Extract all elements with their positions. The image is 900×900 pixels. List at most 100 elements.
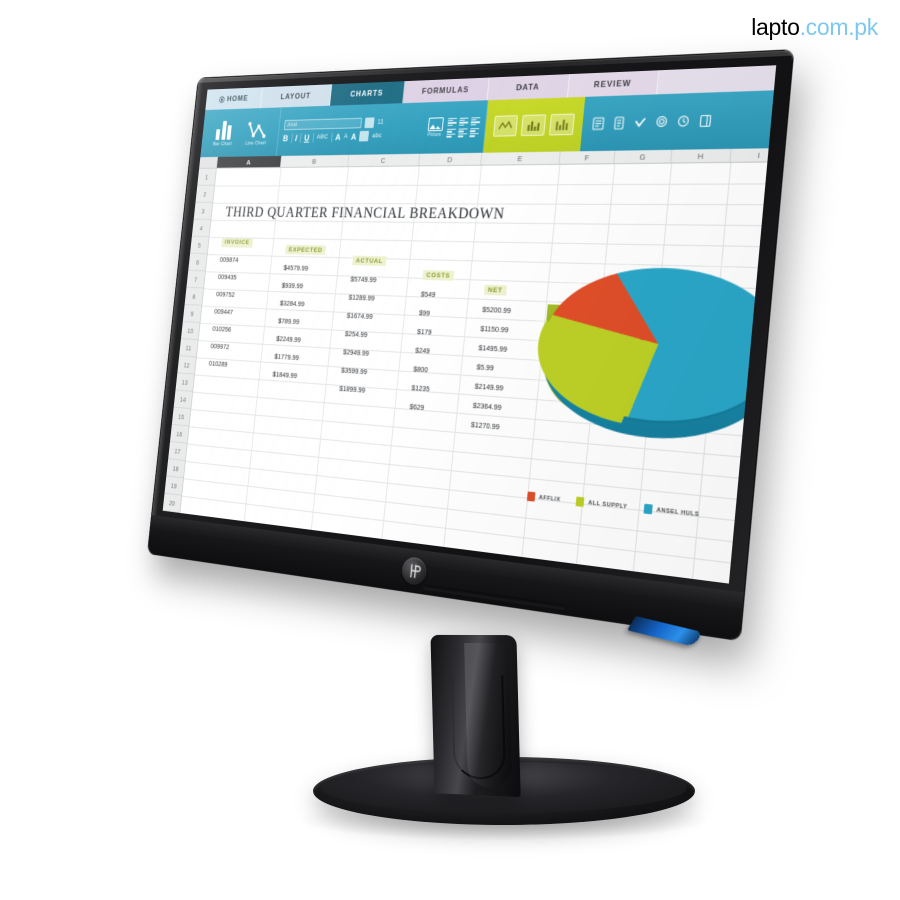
row-header[interactable]: 3 <box>193 202 213 220</box>
column-header-b[interactable]: B <box>280 154 350 167</box>
row-header[interactable]: 9 <box>182 304 202 323</box>
grow-font-button[interactable]: A <box>334 131 342 142</box>
insert-line-chart-button[interactable] <box>492 115 518 137</box>
font-name-input[interactable]: Arial <box>283 117 363 131</box>
row-header[interactable]: 2 <box>195 185 215 203</box>
row-header[interactable]: 14 <box>173 390 193 410</box>
cell-costs[interactable]: $249 <box>414 345 431 355</box>
column-chart-icon <box>526 121 540 131</box>
legend-label: ANSEL HULS <box>656 506 700 518</box>
fill-color-button[interactable] <box>359 130 370 142</box>
cell-net[interactable]: $5200.99 <box>481 304 512 315</box>
row-header[interactable]: 20 <box>162 493 182 514</box>
grid-cells[interactable]: THIRD QUARTER FINANCIAL BREAKDOWN INVOIC… <box>180 162 768 584</box>
cell-costs[interactable]: $1235 <box>411 382 431 393</box>
row-header[interactable]: 1 <box>197 168 217 186</box>
column-header-g[interactable]: G <box>614 149 673 164</box>
row-header[interactable]: 10 <box>180 321 200 341</box>
row-header[interactable]: 7 <box>186 270 206 289</box>
tab-data[interactable]: DATA <box>487 74 571 101</box>
row-header[interactable]: 12 <box>177 356 197 375</box>
italic-button[interactable]: I <box>294 133 298 143</box>
site-watermark: lapto.com.pk <box>751 14 878 41</box>
legend-item-ansel-huls[interactable]: ANSEL HULS <box>643 503 700 520</box>
cell-costs[interactable]: $549 <box>420 289 436 299</box>
bar-chart-button[interactable]: Bar Chart <box>206 119 242 148</box>
shrink-font-button[interactable]: A <box>343 133 349 140</box>
row-header[interactable]: 5 <box>190 236 209 255</box>
line-chart-button[interactable]: Line Chart <box>239 118 276 147</box>
picture-button[interactable]: Picture <box>427 117 444 138</box>
tab-bar-filler <box>657 65 777 95</box>
column-header-f[interactable]: F <box>559 150 616 164</box>
pie-chart-object[interactable]: AFFLIX ALL SUPPLY ANSEL HU <box>511 248 768 536</box>
highlight-button[interactable]: abc <box>371 132 383 140</box>
column-header-i[interactable]: I <box>730 148 769 162</box>
row-header[interactable]: 6 <box>188 253 207 272</box>
spreadsheet-grid[interactable]: A B C D E F G H I J K <box>162 148 769 584</box>
column-header-h[interactable]: H <box>671 148 732 163</box>
insert-column-chart-button[interactable] <box>520 114 546 137</box>
pie-surface <box>537 265 768 430</box>
column-header-c[interactable]: C <box>348 153 421 167</box>
table-header-net: NET <box>478 284 557 296</box>
cell-net[interactable]: $2149.99 <box>474 381 504 393</box>
panel-icon[interactable] <box>698 114 712 128</box>
spelling-button[interactable]: ABC <box>316 133 329 141</box>
insert-bar-chart-button[interactable] <box>548 113 575 136</box>
row-header[interactable]: 13 <box>175 373 195 392</box>
select-all-corner[interactable] <box>199 156 219 168</box>
tab-charts[interactable]: CHARTS <box>329 81 406 106</box>
notes-icon[interactable] <box>612 116 625 130</box>
font-color-button[interactable]: A <box>350 131 357 142</box>
cell-costs[interactable]: $800 <box>413 363 429 374</box>
pie-depth-ansel-huls <box>535 281 768 448</box>
divider <box>290 133 293 143</box>
align-left-icon[interactable] <box>446 117 457 127</box>
font-dropdown-button[interactable] <box>364 117 375 129</box>
cell-net[interactable]: $1495.99 <box>478 342 508 354</box>
bold-button[interactable]: B <box>282 133 289 143</box>
number-list-icon[interactable] <box>457 128 468 137</box>
tab-home[interactable]: HOME <box>205 87 263 111</box>
underline-button[interactable]: U <box>303 132 310 143</box>
tab-review[interactable]: REVIEW <box>567 70 660 98</box>
font-size-input[interactable]: 11 <box>377 119 384 126</box>
cell-invoice[interactable]: 009874 <box>219 255 239 265</box>
picture-icon <box>427 117 444 132</box>
cell-costs[interactable]: $99 <box>418 307 431 318</box>
picture-label: Picture <box>427 131 442 139</box>
cell-net[interactable]: $2364.99 <box>472 400 502 412</box>
column-header-e[interactable]: E <box>481 151 561 165</box>
row-header[interactable]: 16 <box>169 424 189 444</box>
target-icon[interactable] <box>654 115 668 129</box>
row-header[interactable]: 15 <box>171 407 191 427</box>
row-header[interactable]: 18 <box>166 459 186 479</box>
grid-hline <box>185 461 735 522</box>
bullet-list-icon[interactable] <box>445 128 456 138</box>
align-right-icon[interactable] <box>470 116 480 126</box>
cell-expected[interactable]: $4579.99 <box>283 262 309 273</box>
watermark-tld: .com.pk <box>799 14 879 40</box>
column-header-a[interactable]: A <box>216 155 282 168</box>
pie-chart <box>531 255 768 458</box>
row-header[interactable]: 8 <box>184 287 204 306</box>
row-header[interactable]: 19 <box>164 476 184 496</box>
cell-net[interactable]: $1270.99 <box>470 419 501 431</box>
tab-layout[interactable]: LAYOUT <box>260 84 333 109</box>
cell-net[interactable]: $1150.99 <box>480 323 509 334</box>
column-header-d[interactable]: D <box>419 152 483 166</box>
legend-item-afflix[interactable]: AFFLIX <box>526 491 561 504</box>
cell-costs[interactable]: $629 <box>409 401 425 412</box>
clock-icon[interactable] <box>676 114 690 128</box>
tab-formulas[interactable]: FORMULAS <box>402 77 490 104</box>
align-center-icon[interactable] <box>458 117 469 126</box>
row-header[interactable]: 17 <box>168 441 187 461</box>
grid-hline <box>214 183 766 187</box>
row-header[interactable]: 4 <box>191 219 211 237</box>
row-header[interactable]: 11 <box>179 339 198 358</box>
document-icon[interactable] <box>591 117 604 131</box>
cell-net[interactable]: $5.99 <box>476 361 495 372</box>
divider <box>330 132 333 142</box>
cell-expected[interactable]: $939.99 <box>281 280 304 290</box>
